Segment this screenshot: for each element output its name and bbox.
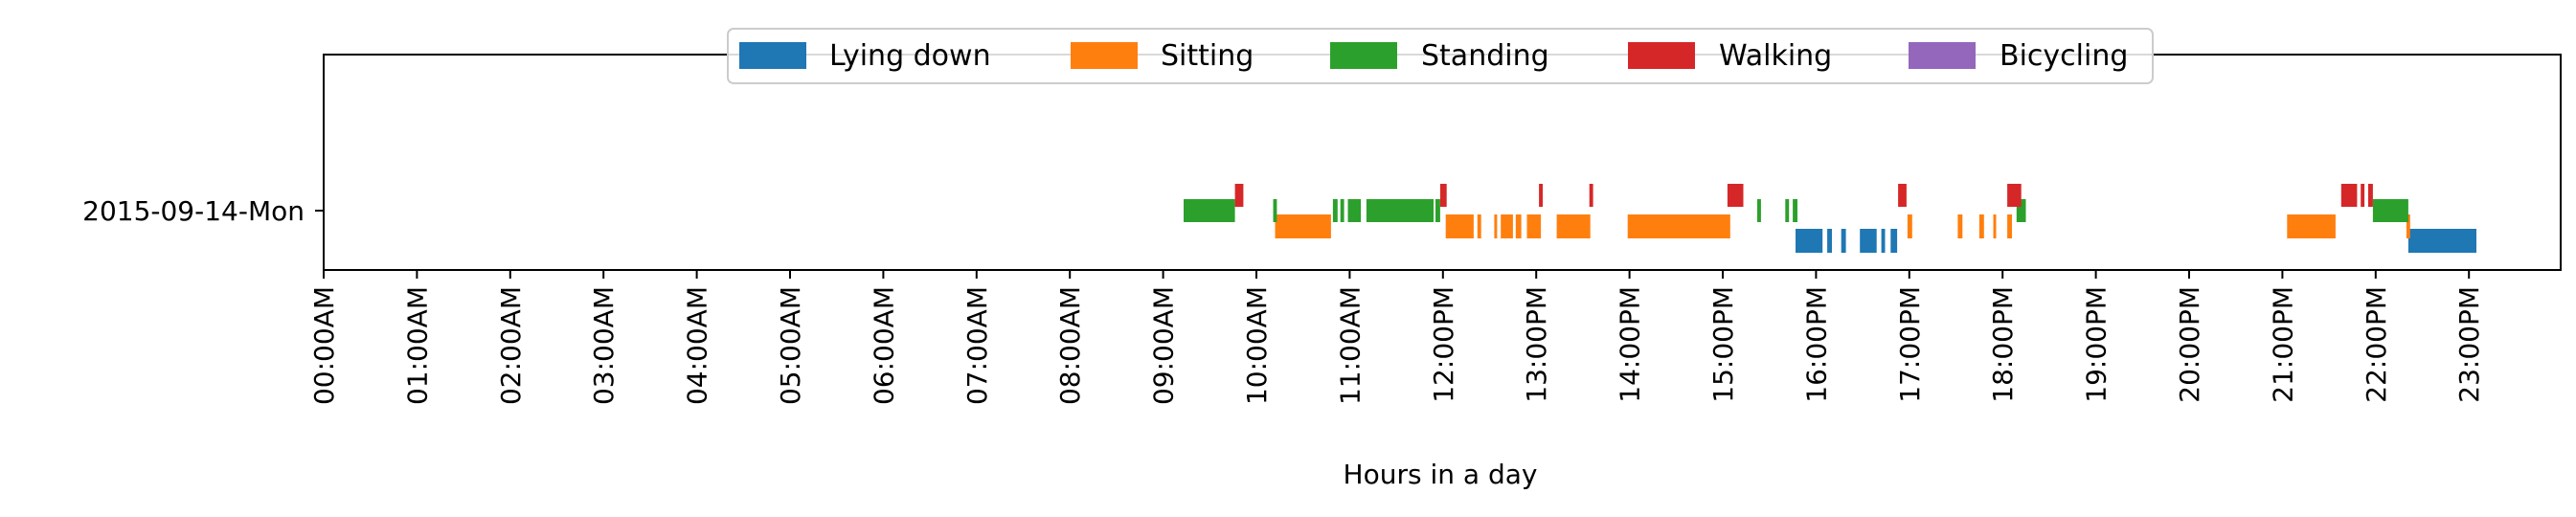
lying-down-bar [1890, 229, 1898, 253]
sitting-bar [1515, 214, 1522, 238]
standing-bar [1332, 199, 1338, 222]
x-tick-label: 15:00PM [1707, 286, 1739, 403]
walking-bar [1539, 184, 1543, 207]
x-tick-label: 19:00PM [2081, 286, 2113, 403]
x-tick-label: 01:00AM [401, 286, 433, 405]
walking-bar [1589, 184, 1593, 207]
legend-label-lying-down: Lying down [829, 39, 991, 73]
walking-bar [2368, 184, 2373, 207]
lying-down-bar [1860, 229, 1877, 253]
sitting-bar [1477, 214, 1481, 238]
lying-down-bar [1827, 229, 1832, 253]
sitting-bar [2007, 214, 2012, 238]
sitting-bar [1494, 214, 1498, 238]
sitting-bar [1526, 214, 1542, 238]
lying-down-bar [1881, 229, 1886, 253]
x-tick-label: 04:00AM [682, 286, 713, 405]
x-tick-label: 09:00AM [1148, 286, 1180, 405]
x-tick-label: 02:00AM [495, 286, 527, 405]
sitting-bar [2406, 214, 2410, 238]
lying-down-bar [1796, 229, 1823, 253]
walking-bar [2007, 184, 2022, 207]
standing-bar [1184, 199, 1235, 222]
axes: 2015-09-14-Mon 00:00AM 01:00AM 02:00AM 03:00… [82, 54, 2562, 490]
sitting-bar [2287, 214, 2336, 238]
x-tick-label: 11:00AM [1334, 286, 1366, 405]
x-tick-label: 22:00PM [2361, 286, 2392, 403]
legend-swatch-bicycling [1909, 42, 1976, 69]
legend: Lying down Sitting Standing Walking Bicyclin… [727, 28, 2154, 84]
legend-swatch-sitting [1071, 42, 1138, 69]
x-tick-label: 07:00AM [961, 286, 993, 405]
lying-down-bar [1841, 229, 1846, 253]
x-tick-label: 06:00AM [868, 286, 899, 405]
sitting-bar [1556, 214, 1591, 238]
walking-bar [1234, 184, 1244, 207]
standing-bar [1347, 199, 1362, 222]
x-tick-label: 12:00PM [1428, 286, 1459, 403]
standing-bar [2372, 199, 2408, 222]
x-tick-label: 23:00PM [2453, 286, 2485, 403]
activity-bars [1184, 184, 2476, 253]
sitting-bar [1275, 214, 1331, 238]
sitting-bar [1907, 214, 1912, 238]
sitting-bar [1501, 214, 1513, 238]
standing-bar [1785, 199, 1790, 222]
sitting-bar [1978, 214, 1984, 238]
sitting-bar [1445, 214, 1474, 238]
standing-bar [1273, 199, 1277, 222]
x-tick-label: 10:00AM [1241, 286, 1273, 405]
standing-bar [1793, 199, 1797, 222]
sitting-bar [1627, 214, 1730, 238]
plot-frame [323, 54, 2562, 271]
legend-label-walking: Walking [1719, 39, 1832, 73]
x-tick-label: 20:00PM [2174, 286, 2205, 403]
legend-label-sitting: Sitting [1161, 39, 1254, 73]
walking-bar [1898, 184, 1907, 207]
walking-bar [1727, 184, 1744, 207]
x-tick-label: 17:00PM [1894, 286, 1926, 403]
x-tick-label: 18:00PM [1987, 286, 2019, 403]
standing-bar [1366, 199, 1434, 222]
standing-bar [1757, 199, 1761, 222]
standing-bar [2016, 199, 2026, 222]
legend-swatch-standing [1330, 42, 1397, 69]
legend-label-standing: Standing [1421, 39, 1549, 73]
sitting-bar [1993, 214, 1997, 238]
x-tick-label: 03:00AM [588, 286, 620, 405]
walking-bar [1439, 184, 1447, 207]
x-tick-label: 13:00PM [1521, 286, 1552, 403]
lying-down-bar [2407, 229, 2476, 253]
legend-label-bicycling: Bicycling [2000, 39, 2128, 73]
x-tick-label: 05:00AM [775, 286, 806, 405]
standing-bar [1435, 199, 1440, 222]
walking-bar [2340, 184, 2358, 207]
x-tick-label: 14:00PM [1615, 286, 1646, 403]
x-tick-label: 21:00PM [2267, 286, 2298, 403]
standing-bar [1340, 199, 1344, 222]
y-tick-label: 2015-09-14-Mon [82, 195, 305, 227]
legend-swatch-walking [1628, 42, 1695, 69]
walking-bar [2361, 184, 2365, 207]
x-tick-label: 00:00AM [308, 286, 340, 405]
legend-swatch-lying-down [739, 42, 806, 69]
x-axis-label: Hours in a day [1344, 459, 1538, 490]
x-tick-label: 16:00PM [1800, 286, 1832, 403]
sitting-bar [1957, 214, 1963, 238]
x-tick-label: 08:00AM [1054, 286, 1086, 405]
